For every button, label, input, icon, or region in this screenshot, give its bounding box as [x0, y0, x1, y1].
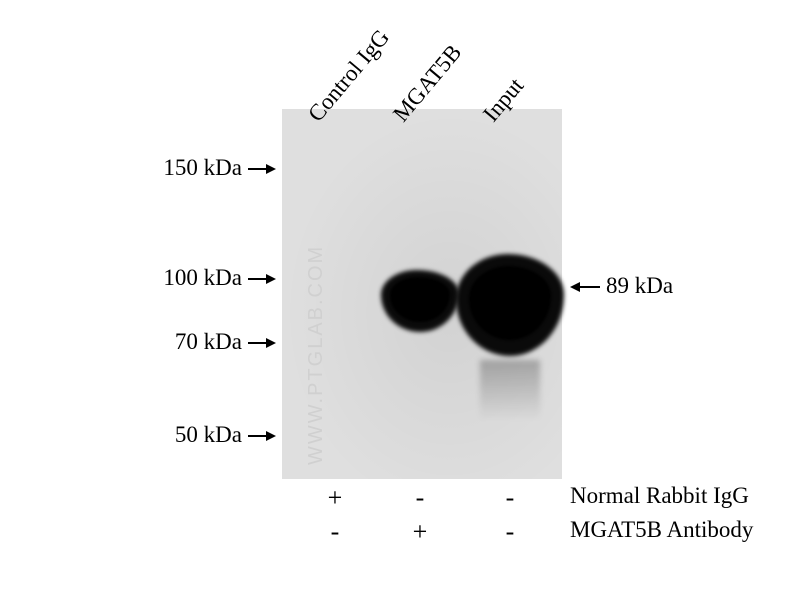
mw-marker-label: 50 kDa — [142, 422, 242, 448]
treatment-symbol: - — [496, 517, 524, 547]
treatment-label: MGAT5B Antibody — [570, 517, 753, 543]
mw-marker-label: 70 kDa — [142, 329, 242, 355]
watermark: WWW.PTGLAB.COM — [305, 245, 328, 465]
mw-marker-arrow — [248, 163, 276, 175]
treatment-symbol: + — [406, 517, 434, 547]
mw-marker-label: 150 kDa — [142, 155, 242, 181]
treatment-symbol: - — [406, 483, 434, 513]
mw-marker-arrow — [248, 273, 276, 285]
band-size-label: 89 kDa — [606, 273, 673, 299]
mw-marker-arrow — [248, 430, 276, 442]
treatment-label: Normal Rabbit IgG — [570, 483, 749, 509]
mw-marker-arrow — [248, 337, 276, 349]
treatment-symbol: - — [496, 483, 524, 513]
band-arrow — [570, 281, 600, 293]
blot-smear — [480, 360, 540, 420]
treatment-symbol: + — [321, 483, 349, 513]
mw-marker-label: 100 kDa — [142, 265, 242, 291]
treatment-symbol: - — [321, 517, 349, 547]
